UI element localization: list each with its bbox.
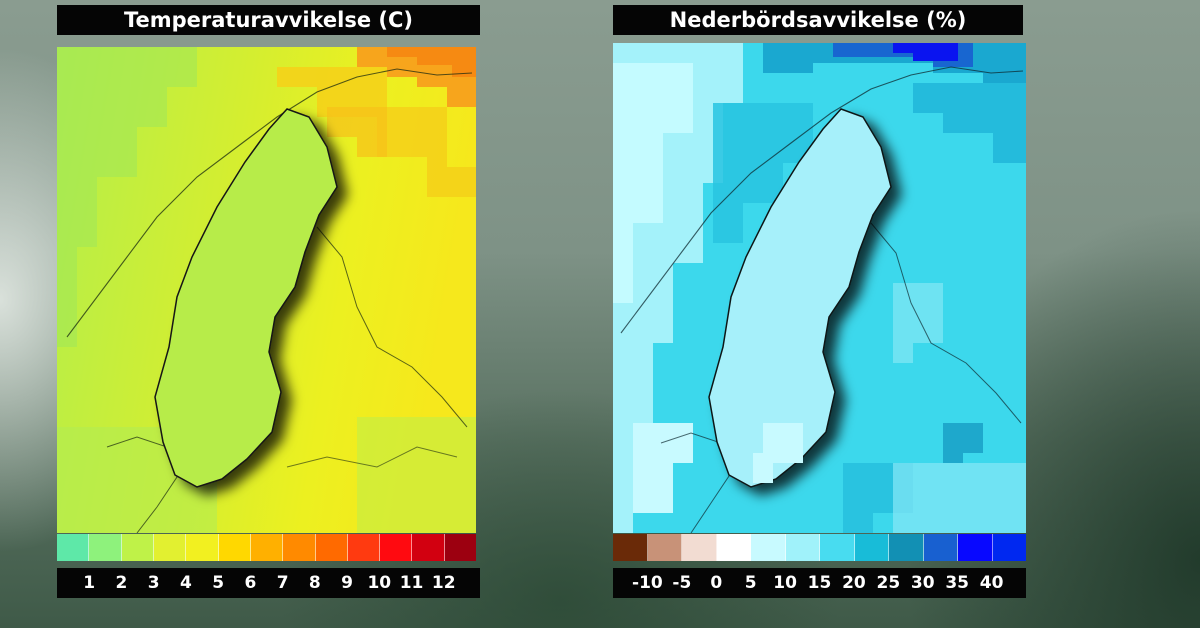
legend-swatch xyxy=(751,534,786,561)
legend-swatch xyxy=(121,534,154,561)
legend-swatch xyxy=(923,534,958,561)
legend-swatch xyxy=(682,534,717,561)
legend-tick-label: 35 xyxy=(945,573,969,593)
legend-swatch xyxy=(347,534,381,561)
legend-tick-label: 40 xyxy=(979,573,1004,593)
legend-swatch xyxy=(57,534,90,561)
legend-swatch xyxy=(716,534,751,561)
legend-tick-label: -5 xyxy=(672,573,692,593)
temperature-legend-labels: 1 2 3 4 5 6 7 8 9 10 11 12 xyxy=(57,568,480,598)
legend-tick-label: 9 xyxy=(341,573,353,593)
legend-swatch xyxy=(889,534,924,561)
legend-swatch xyxy=(380,534,413,561)
legend-tick-label: 30 xyxy=(910,573,935,593)
legend-tick-label: 6 xyxy=(244,573,257,593)
legend-swatch xyxy=(186,534,219,561)
legend-swatch xyxy=(250,534,284,561)
legend-tick-label: 7 xyxy=(276,573,289,593)
legend-tick-label: -10 xyxy=(632,573,663,593)
legend-swatch xyxy=(218,534,251,561)
precipitation-legend-colorbar xyxy=(613,534,1026,561)
legend-tick-label: 25 xyxy=(876,573,901,593)
legend-swatch xyxy=(412,534,445,561)
legend-tick-label: 4 xyxy=(180,573,192,593)
legend-tick-label: 1 xyxy=(83,573,96,593)
legend-tick-label: 0 xyxy=(710,573,723,593)
legend-swatch xyxy=(854,534,889,561)
precipitation-legend-labels: -10 -5 0 5 10 15 20 25 30 35 40 xyxy=(613,568,1026,598)
temperature-title: Temperaturavvikelse (C) xyxy=(57,5,480,35)
legend-swatch xyxy=(613,534,648,561)
temperature-legend-colorbar xyxy=(57,534,477,561)
legend-swatch xyxy=(315,534,348,561)
legend-swatch xyxy=(283,534,316,561)
legend-swatch xyxy=(647,534,682,561)
legend-tick-label: 3 xyxy=(147,573,160,593)
legend-swatch xyxy=(153,534,187,561)
legend-tick-label: 8 xyxy=(308,573,321,593)
legend-swatch xyxy=(992,534,1026,561)
legend-tick-label: 12 xyxy=(431,573,456,593)
legend-swatch xyxy=(444,534,477,561)
temperature-map-graphic xyxy=(57,47,476,533)
legend-swatch xyxy=(785,534,820,561)
legend-tick-label: 10 xyxy=(773,573,797,593)
legend-swatch xyxy=(89,534,122,561)
precipitation-map xyxy=(613,43,1026,533)
legend-tick-label: 5 xyxy=(744,573,757,593)
legend-tick-label: 15 xyxy=(807,573,832,593)
legend-tick-label: 10 xyxy=(367,573,392,593)
legend-swatch xyxy=(820,534,855,561)
legend-tick-label: 5 xyxy=(212,573,225,593)
precipitation-title: Nederbördsavvikelse (%) xyxy=(613,5,1023,35)
temperature-map xyxy=(57,47,476,533)
precipitation-map-graphic xyxy=(613,43,1026,533)
legend-tick-label: 20 xyxy=(842,573,866,593)
legend-tick-label: 2 xyxy=(115,573,128,593)
legend-tick-label: 11 xyxy=(399,573,424,593)
legend-swatch xyxy=(958,534,993,561)
